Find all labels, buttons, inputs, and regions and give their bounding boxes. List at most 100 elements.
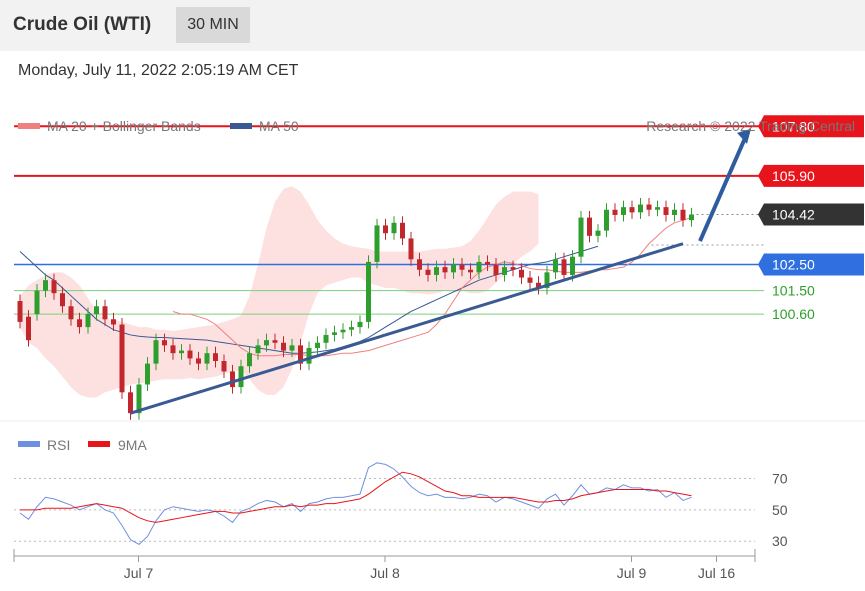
candle bbox=[434, 267, 439, 275]
credit-label: Research © 2022 Trading Central bbox=[646, 118, 855, 134]
instrument-title: Crude Oil (WTI) bbox=[13, 14, 152, 35]
candle bbox=[408, 238, 414, 260]
candle bbox=[51, 280, 57, 294]
candle bbox=[587, 217, 592, 236]
candle bbox=[570, 256, 575, 275]
level-tag-107.80 bbox=[758, 115, 864, 138]
candle bbox=[315, 342, 320, 348]
candle bbox=[578, 217, 584, 257]
candle bbox=[272, 340, 278, 343]
candle bbox=[60, 293, 65, 307]
candle bbox=[621, 207, 626, 215]
rsi-panel: 70 50 30 bbox=[14, 462, 788, 549]
candle bbox=[170, 345, 176, 354]
candle bbox=[544, 272, 550, 288]
level-label-101.50: 101.50 bbox=[772, 283, 815, 299]
ma20-legend-label: MA 20 + Bollinger Bands bbox=[47, 118, 201, 134]
candle bbox=[536, 282, 541, 288]
candle bbox=[519, 269, 524, 278]
candle bbox=[527, 277, 533, 283]
candle bbox=[94, 306, 99, 315]
candle bbox=[451, 264, 456, 273]
candle bbox=[17, 301, 23, 322]
candle bbox=[34, 290, 40, 315]
chart-datetime: Monday, July 11, 2022 2:05:19 AM CET bbox=[18, 62, 299, 79]
candle bbox=[298, 345, 303, 364]
candle bbox=[153, 340, 159, 364]
candle bbox=[366, 261, 371, 322]
level-label-105.90: 105.90 bbox=[772, 168, 815, 184]
candle bbox=[196, 358, 201, 364]
candle bbox=[638, 204, 643, 213]
x-tick-label: Jul 16 bbox=[698, 565, 736, 581]
candle bbox=[680, 209, 686, 221]
candle bbox=[230, 371, 235, 388]
ma20-line bbox=[172, 217, 692, 357]
candle bbox=[646, 204, 652, 210]
candle bbox=[264, 340, 269, 346]
level-tag-105.90 bbox=[758, 164, 864, 187]
candle bbox=[425, 269, 431, 275]
candle bbox=[663, 207, 669, 215]
candle bbox=[485, 261, 490, 265]
candle bbox=[136, 384, 142, 414]
candle bbox=[604, 209, 609, 231]
candle bbox=[238, 366, 244, 388]
candle bbox=[221, 361, 227, 372]
candle bbox=[502, 267, 507, 275]
rsi-line bbox=[19, 462, 692, 545]
level-label-102.50: 102.50 bbox=[772, 257, 815, 273]
candle bbox=[340, 329, 346, 333]
candle bbox=[68, 306, 74, 320]
candle bbox=[289, 345, 295, 351]
rsi-ma-legend-label: 9MA bbox=[118, 437, 147, 453]
rsi-ma-legend-swatch bbox=[88, 441, 110, 447]
candle bbox=[85, 314, 91, 328]
x-tick-label: Jul 9 bbox=[617, 565, 647, 581]
x-axis: Jul 7 Jul 8 Jul 9 Jul 16 bbox=[13, 549, 756, 581]
candle bbox=[468, 269, 473, 273]
candle bbox=[689, 214, 694, 221]
rsi-ma-line bbox=[20, 471, 692, 523]
candle bbox=[374, 225, 380, 262]
forecast-arrow bbox=[698, 135, 748, 242]
x-tick-label: Jul 7 bbox=[124, 565, 154, 581]
rsi-legend: RSI 9MA bbox=[18, 437, 147, 453]
candle bbox=[281, 342, 286, 351]
candle bbox=[349, 327, 354, 330]
candle bbox=[493, 264, 499, 275]
price-legend: MA 20 + Bollinger Bands MA 50 Research ©… bbox=[18, 118, 855, 134]
candle bbox=[187, 350, 193, 359]
candle bbox=[128, 392, 133, 414]
candle bbox=[162, 340, 167, 346]
x-tick-label: Jul 8 bbox=[370, 565, 400, 581]
bollinger-band bbox=[20, 186, 539, 398]
candle bbox=[459, 264, 465, 270]
candle bbox=[391, 222, 397, 234]
candle bbox=[672, 209, 677, 215]
candle bbox=[417, 259, 422, 270]
candle bbox=[145, 363, 150, 385]
level-label-107.80: 107.80 bbox=[772, 118, 815, 134]
candle bbox=[553, 259, 558, 273]
candle bbox=[43, 280, 48, 291]
level-tag-102.50 bbox=[758, 253, 864, 276]
candle bbox=[323, 334, 329, 343]
candle bbox=[179, 350, 184, 354]
level-label-104.42: 104.42 bbox=[772, 206, 815, 222]
candle bbox=[26, 316, 31, 341]
header-bar: Crude Oil (WTI) 30 MIN bbox=[0, 0, 865, 51]
ma50-legend-swatch bbox=[230, 123, 252, 129]
candle bbox=[561, 259, 567, 275]
level-label-100.60: 100.60 bbox=[772, 306, 815, 322]
candle bbox=[357, 321, 363, 328]
candle bbox=[442, 267, 448, 273]
candle bbox=[383, 225, 388, 234]
candle bbox=[111, 319, 116, 325]
timeframe-badge[interactable]: 30 MIN bbox=[176, 7, 250, 43]
candle bbox=[595, 230, 601, 236]
candle bbox=[612, 209, 618, 215]
candle bbox=[119, 324, 125, 393]
ma50-legend-label: MA 50 bbox=[259, 118, 299, 134]
